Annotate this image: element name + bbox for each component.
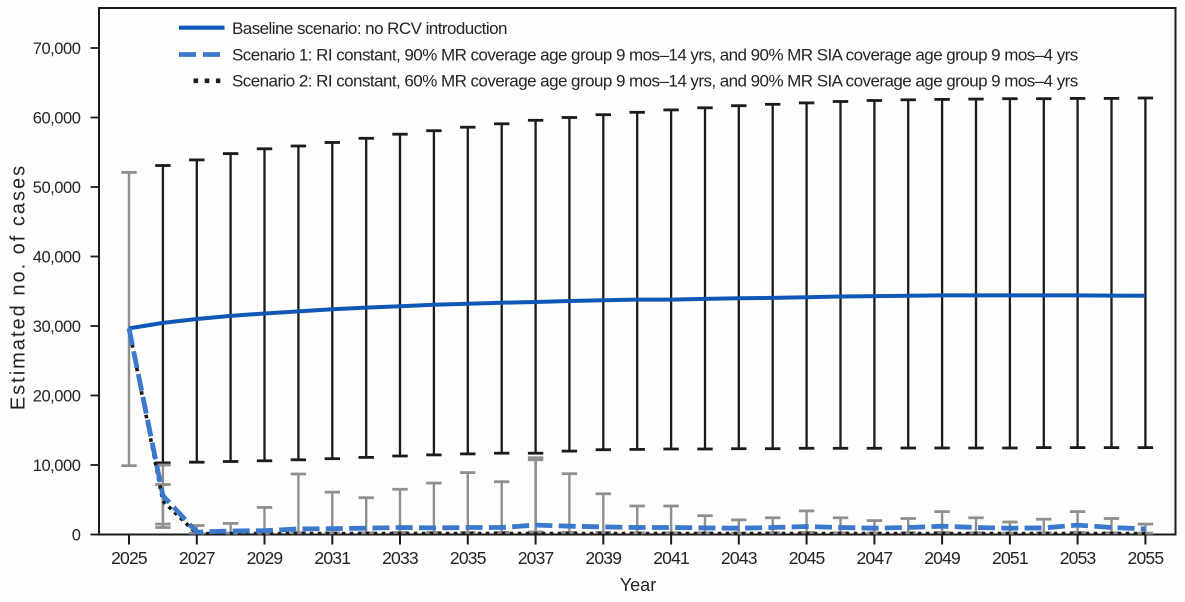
svg-text:2051: 2051 bbox=[992, 548, 1028, 568]
svg-text:Scenario 2: RI constant, 60% M: Scenario 2: RI constant, 60% MR coverage… bbox=[232, 72, 1078, 91]
svg-text:2025: 2025 bbox=[111, 548, 147, 568]
svg-text:2031: 2031 bbox=[314, 548, 350, 568]
svg-text:2053: 2053 bbox=[1060, 548, 1096, 568]
svg-text:2037: 2037 bbox=[518, 548, 554, 568]
svg-text:Scenario 1: RI constant, 90% M: Scenario 1: RI constant, 90% MR coverage… bbox=[232, 46, 1078, 65]
svg-text:20,000: 20,000 bbox=[33, 387, 81, 405]
svg-text:10,000: 10,000 bbox=[33, 457, 81, 475]
svg-text:60,000: 60,000 bbox=[33, 109, 81, 127]
svg-text:2045: 2045 bbox=[789, 548, 825, 568]
svg-text:2027: 2027 bbox=[179, 548, 215, 568]
svg-text:50,000: 50,000 bbox=[33, 179, 81, 197]
svg-text:2033: 2033 bbox=[382, 548, 418, 568]
svg-text:2029: 2029 bbox=[247, 548, 283, 568]
svg-text:0: 0 bbox=[72, 526, 81, 544]
svg-text:40,000: 40,000 bbox=[33, 248, 81, 266]
svg-text:2041: 2041 bbox=[653, 548, 689, 568]
svg-text:2035: 2035 bbox=[450, 548, 486, 568]
svg-text:Baseline scenario: no RCV intr: Baseline scenario: no RCV introduction bbox=[232, 19, 507, 38]
svg-text:2039: 2039 bbox=[585, 548, 621, 568]
svg-text:2043: 2043 bbox=[721, 548, 757, 568]
svg-text:70,000: 70,000 bbox=[33, 40, 81, 58]
svg-text:Estimated no. of cases: Estimated no. of cases bbox=[8, 164, 30, 410]
svg-text:2047: 2047 bbox=[857, 548, 893, 568]
svg-text:30,000: 30,000 bbox=[33, 318, 81, 336]
svg-text:2055: 2055 bbox=[1128, 548, 1164, 568]
svg-text:Year: Year bbox=[620, 575, 656, 595]
svg-text:2049: 2049 bbox=[924, 548, 960, 568]
